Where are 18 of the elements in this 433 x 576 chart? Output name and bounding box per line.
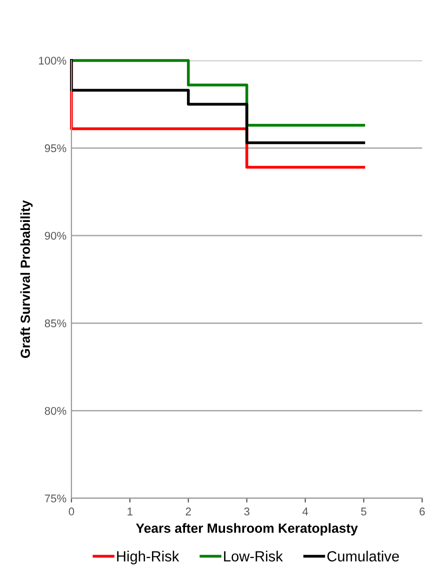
y-tick-label: 80% <box>44 406 66 415</box>
x-tick-label: 3 <box>244 508 250 516</box>
y-axis-title: Graft Survival Probability <box>20 200 33 358</box>
x-tick-label: 1 <box>128 508 132 516</box>
y-tick-label: 95% <box>44 144 66 152</box>
x-tick-label: 5 <box>361 508 366 516</box>
y-tick-label: 85% <box>44 319 66 328</box>
x-tick-label: 6 <box>420 508 425 516</box>
legend-label: Cumulative <box>327 550 399 562</box>
y-tick-label: 75% <box>44 494 66 502</box>
y-tick-label: 100% <box>39 56 66 65</box>
x-tick-label: 0 <box>68 508 74 516</box>
legend-label: High-Risk <box>117 550 180 564</box>
y-tick-label: 90% <box>44 232 66 240</box>
x-axis-title: Years after Mushroom Keratoplasty <box>136 523 358 536</box>
legend-label: Low-Risk <box>224 550 283 562</box>
x-tick-label: 4 <box>302 508 308 516</box>
x-tick-label: 2 <box>186 508 191 516</box>
